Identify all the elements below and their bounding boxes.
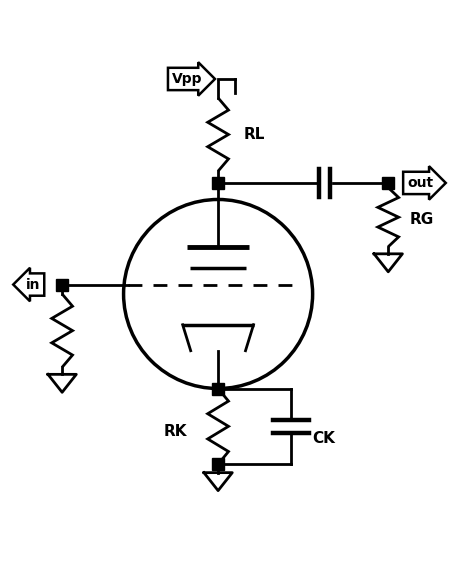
- Text: RL: RL: [244, 127, 265, 142]
- Text: CK: CK: [313, 430, 336, 446]
- Text: Vpp: Vpp: [172, 72, 202, 86]
- Text: in: in: [26, 278, 40, 292]
- Text: out: out: [407, 176, 433, 190]
- Text: RG: RG: [410, 212, 434, 227]
- Text: RK: RK: [164, 423, 187, 439]
